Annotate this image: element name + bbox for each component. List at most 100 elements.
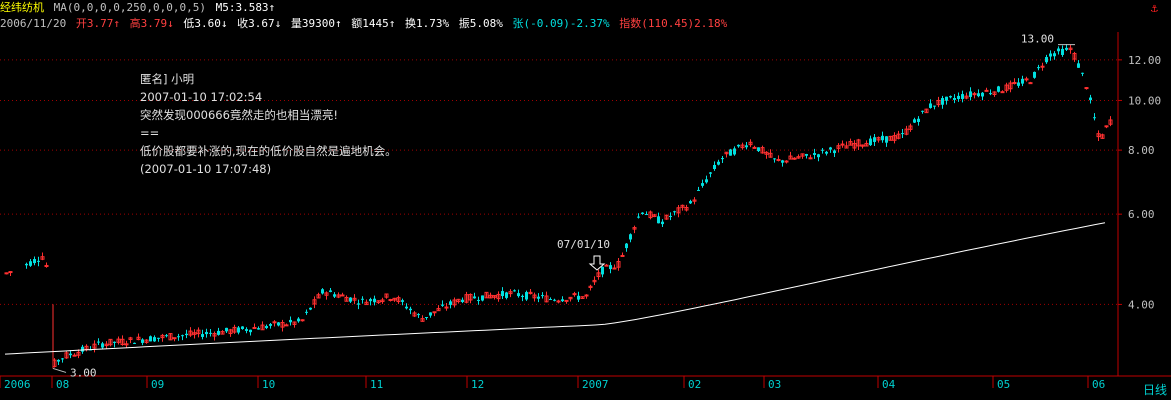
candle-body-up	[796, 156, 801, 159]
candle-body-up	[844, 145, 849, 149]
candle-body-up	[508, 291, 513, 295]
candle-body-down	[205, 332, 208, 335]
candle-body-down	[913, 119, 916, 123]
turnover: 换1.73%	[404, 17, 450, 30]
candle-body-down	[265, 326, 268, 329]
period-label[interactable]: 日线	[1142, 383, 1167, 397]
candle-body-down	[277, 322, 280, 326]
x-tick-label: 06	[1092, 378, 1105, 391]
y-tick-label: 8.00	[1128, 144, 1155, 157]
candle-body-down	[297, 318, 300, 322]
candle-body-up	[144, 339, 149, 343]
candle-body-up	[196, 329, 201, 335]
candle-body-up	[1008, 82, 1013, 90]
candle-body-down	[901, 133, 904, 135]
candle-body-down	[957, 95, 960, 99]
candle-body-down	[721, 158, 724, 160]
candle-body-up	[680, 204, 685, 208]
candle-body-down	[737, 144, 740, 147]
max-price-label: 13.00	[1021, 33, 1054, 46]
candle-body-up	[324, 292, 329, 296]
x-tick-label: 2006	[4, 378, 31, 391]
candle-body-down	[225, 327, 228, 332]
candle-body-up	[232, 326, 237, 333]
candle-body-down	[601, 266, 604, 275]
x-tick-label: 12	[471, 378, 484, 391]
candle-body-down	[1033, 71, 1036, 78]
candle-body-up	[568, 296, 573, 300]
candle-body-down	[409, 308, 412, 311]
candle-body-up	[1000, 91, 1005, 94]
candle-body-up	[116, 338, 121, 343]
x-tick-label: 03	[768, 378, 781, 391]
candle-body-up	[604, 264, 609, 267]
candle-body-up	[648, 211, 653, 219]
x-tick-label: 11	[370, 378, 383, 391]
candle-body-up	[228, 329, 233, 335]
candle-body-up	[488, 294, 493, 299]
candle-body-down	[813, 153, 816, 155]
candle-body-down	[69, 353, 72, 356]
candle-body-down	[177, 336, 180, 338]
candle-body-up	[584, 294, 589, 297]
candle-body-up	[212, 333, 217, 337]
candle-body-up	[284, 324, 289, 327]
candle-body-up	[788, 155, 793, 160]
candle-body-up	[72, 354, 77, 357]
kline-chart[interactable]: 12.00 10.00 8.00 6.00 4.00 2006 08 09 10 11 12 2007…	[0, 32, 1171, 400]
note-author: 匿名] 小明	[140, 72, 195, 86]
candle-body-up	[396, 297, 401, 303]
ma-params: MA(0,0,0,0,250,0,0,0,5)	[53, 1, 206, 14]
candle-body-up	[924, 108, 929, 114]
candle-body-up	[252, 326, 257, 329]
candle-body-down	[669, 215, 672, 217]
candle-body-up	[596, 272, 601, 278]
candle-body-down	[629, 234, 632, 240]
candle-body-down	[637, 216, 640, 218]
stock-name[interactable]: 经纬纺机	[0, 1, 44, 14]
candle-body-down	[321, 289, 324, 294]
index-change: 指数(110.45)2.18%	[619, 17, 728, 30]
candle-body-up	[108, 338, 113, 346]
candle-body-down	[1045, 57, 1048, 63]
candle-body-down	[417, 314, 420, 316]
x-tick-label: 04	[882, 378, 896, 391]
candle-body-down	[833, 150, 836, 154]
candle-body-down	[401, 300, 404, 302]
candle-body-down	[577, 295, 580, 300]
candle-body-down	[1037, 67, 1040, 69]
candle-body-up	[316, 294, 321, 299]
candle-body-down	[81, 346, 84, 352]
candle-body-down	[97, 341, 100, 343]
candle-body-down	[609, 265, 612, 270]
candle-body-down	[821, 149, 824, 151]
candle-body-up	[436, 308, 441, 312]
low-price: 低3.60↓	[183, 17, 228, 30]
candle-body-up	[188, 330, 193, 336]
candle-body-up	[312, 299, 317, 305]
candle-body-down	[817, 154, 820, 158]
x-tick-label: 09	[151, 378, 164, 391]
candle-body-up	[128, 337, 133, 340]
candle-body-down	[805, 154, 808, 156]
candle-body-down	[241, 326, 244, 329]
candle-body-down	[1017, 82, 1020, 86]
candle-body-up	[384, 293, 389, 298]
candle-body-up	[992, 91, 997, 95]
candle-body-down	[349, 297, 352, 302]
candle-body-down	[549, 299, 552, 301]
note-text: 突然发现000666竟然走的也相当漂亮!	[140, 108, 339, 122]
candle-body-up	[964, 95, 969, 99]
candle-body-up	[1096, 133, 1101, 138]
candle-body-down	[997, 86, 1000, 92]
quote-date: 2006/11/20	[0, 17, 67, 30]
alarm-icon[interactable]: ⚓	[1150, 1, 1158, 15]
candle-body-up	[120, 338, 125, 346]
candle-body-down	[729, 149, 732, 156]
candle-body-up	[984, 89, 989, 92]
candle-body-down	[361, 298, 364, 300]
candle-body-down	[525, 292, 528, 300]
candle-body-up	[684, 206, 689, 211]
candle-body-down	[25, 263, 28, 266]
candle-body-down	[921, 110, 924, 112]
